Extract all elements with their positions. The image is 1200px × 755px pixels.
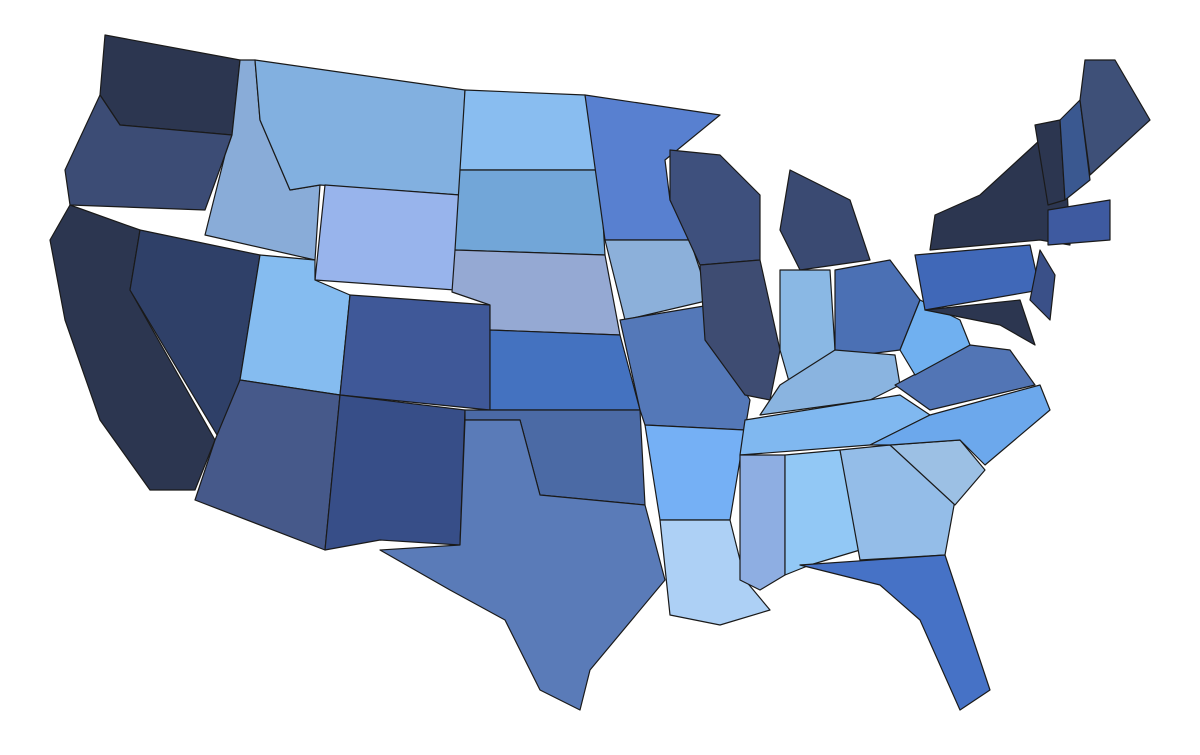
region: [489, 329, 641, 411]
region: [1029, 249, 1056, 321]
region: [784, 449, 861, 576]
region: [779, 169, 871, 271]
region: [339, 294, 491, 411]
region: [644, 424, 746, 521]
region: [739, 454, 786, 591]
region: [869, 384, 1051, 466]
region: [914, 244, 1041, 311]
region: [924, 299, 1036, 346]
region: [324, 394, 466, 551]
region: [454, 169, 606, 256]
region: [379, 419, 666, 711]
region: [314, 184, 461, 291]
region: [254, 59, 466, 196]
region: [99, 34, 241, 136]
region: [1079, 59, 1151, 176]
region: [459, 89, 601, 171]
region: [799, 554, 991, 711]
region: [194, 379, 341, 551]
region: [1059, 99, 1091, 201]
region: [1047, 199, 1111, 246]
region: [659, 519, 771, 626]
region: [839, 444, 956, 561]
region: [899, 299, 971, 376]
region: [64, 94, 233, 211]
